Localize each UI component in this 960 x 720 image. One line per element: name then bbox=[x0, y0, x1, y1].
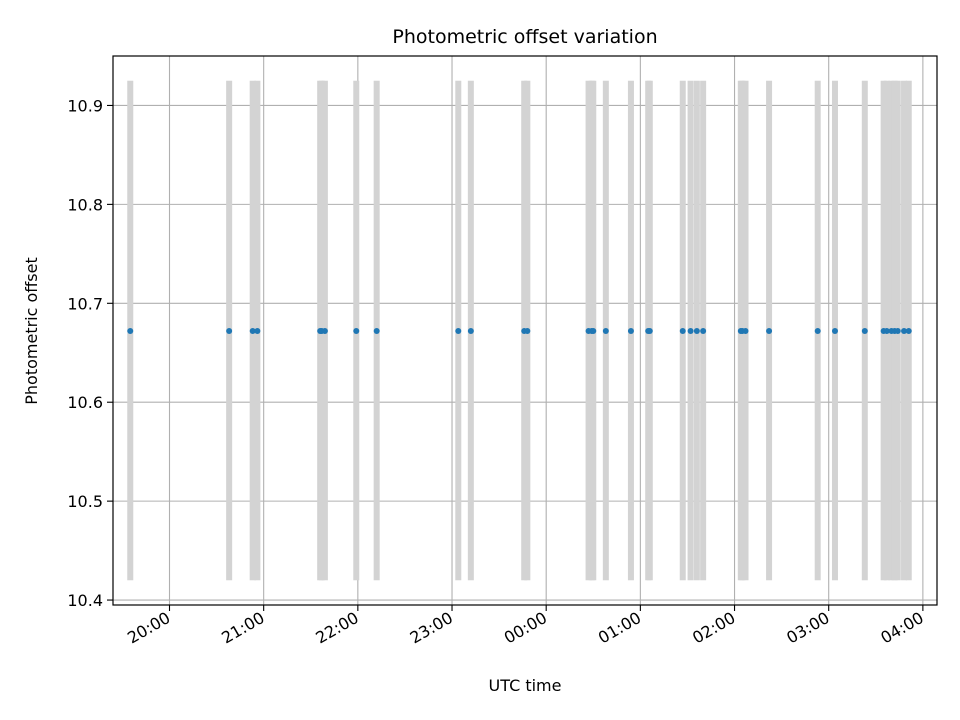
data-point bbox=[861, 327, 868, 334]
data-point bbox=[831, 327, 838, 334]
plot-area bbox=[112, 55, 938, 606]
data-point bbox=[353, 327, 360, 334]
data-point bbox=[700, 327, 707, 334]
data-point bbox=[693, 327, 700, 334]
chart-title: Photometric offset variation bbox=[392, 26, 657, 48]
data-point bbox=[679, 327, 686, 334]
data-point bbox=[602, 327, 609, 334]
y-tick-label: 10.5 bbox=[67, 492, 103, 511]
data-point bbox=[814, 327, 821, 334]
data-point bbox=[894, 327, 901, 334]
data-point bbox=[627, 327, 634, 334]
data-point bbox=[127, 327, 134, 334]
data-point bbox=[249, 327, 256, 334]
data-point bbox=[742, 327, 749, 334]
y-tick-label: 10.9 bbox=[67, 96, 103, 115]
y-axis: 10.4 10.5 10.6 10.7 10.8 10.9 bbox=[67, 96, 113, 610]
data-point bbox=[321, 327, 328, 334]
data-point bbox=[646, 327, 653, 334]
axes-frame bbox=[112, 55, 938, 606]
data-point bbox=[226, 327, 233, 334]
y-tick-label: 10.6 bbox=[67, 393, 103, 412]
x-axis-label: UTC time bbox=[489, 676, 562, 695]
y-tick-label: 10.8 bbox=[67, 195, 103, 214]
data-point bbox=[905, 327, 912, 334]
y-tick-label: 10.7 bbox=[67, 294, 103, 313]
data-point bbox=[373, 327, 380, 334]
data-point bbox=[467, 327, 474, 334]
data-point bbox=[455, 327, 462, 334]
data-point bbox=[524, 327, 531, 334]
data-points bbox=[127, 327, 912, 334]
data-point bbox=[901, 327, 908, 334]
data-point bbox=[254, 327, 261, 334]
y-axis-label: Photometric offset bbox=[22, 257, 41, 405]
data-point bbox=[883, 327, 890, 334]
data-point bbox=[766, 327, 773, 334]
y-tick-label: 10.4 bbox=[67, 591, 103, 610]
data-point bbox=[687, 327, 694, 334]
data-point bbox=[590, 327, 597, 334]
